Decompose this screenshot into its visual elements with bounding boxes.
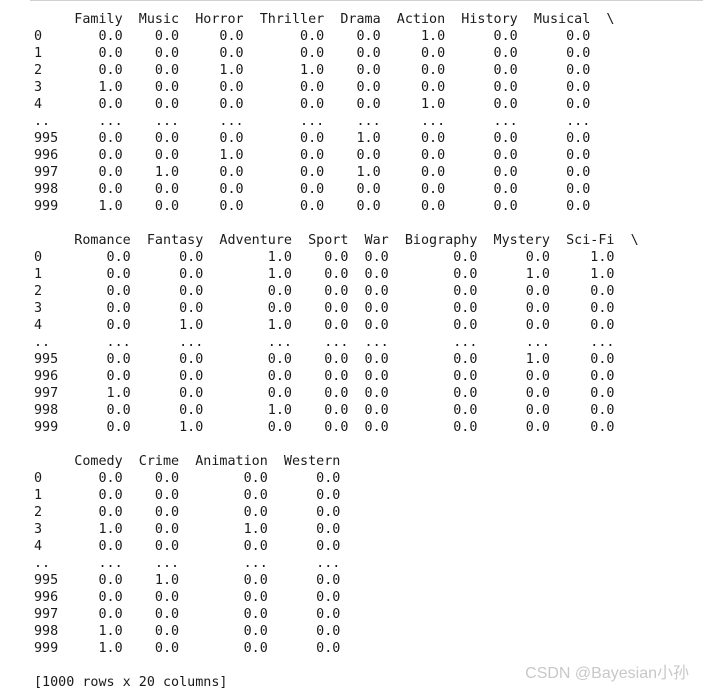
- table-row: 999 0.0 1.0 0.0 0.0 0.0 0.0 0.0 0.0: [34, 420, 615, 435]
- ellipsis-row: .. ... ... ... ... ... ... ... ...: [34, 335, 615, 350]
- table-row: 1 0.0 0.0 0.0 0.0: [34, 488, 341, 503]
- table-row: 996 0.0 0.0 0.0 0.0 0.0 0.0 0.0 0.0: [34, 369, 615, 384]
- block-spacer: [34, 436, 639, 453]
- table-row: 995 0.0 1.0 0.0 0.0: [34, 573, 341, 588]
- cell-top-border: [30, 0, 703, 5]
- table-row: 3 1.0 0.0 1.0 0.0: [34, 522, 341, 537]
- ellipsis-row: .. ... ... ... ...: [34, 556, 341, 571]
- table-row: 3 0.0 0.0 0.0 0.0 0.0 0.0 0.0 0.0: [34, 301, 615, 316]
- table-row: 997 0.0 1.0 0.0 0.0 1.0 0.0 0.0 0.0: [34, 165, 591, 180]
- header-row: Romance Fantasy Adventure Sport War Biog…: [34, 233, 639, 248]
- header-row: Family Music Horror Thriller Drama Actio…: [34, 12, 615, 27]
- table-row: 4 0.0 0.0 0.0 0.0: [34, 539, 341, 554]
- table-row: 995 0.0 0.0 0.0 0.0 1.0 0.0 0.0 0.0: [34, 131, 591, 146]
- table-row: 997 1.0 0.0 0.0 0.0 0.0 0.0 0.0 0.0: [34, 386, 615, 401]
- output-block-1: Family Music Horror Thriller Drama Actio…: [34, 11, 639, 215]
- watermark: CSDN @Bayesian小孙: [525, 665, 689, 682]
- table-row: 998 0.0 0.0 0.0 0.0 0.0 0.0 0.0 0.0: [34, 182, 591, 197]
- table-row: 2 0.0 0.0 1.0 1.0 0.0 0.0 0.0 0.0: [34, 63, 591, 78]
- table-row: 997 0.0 0.0 0.0 0.0: [34, 607, 341, 622]
- output-block-2: Romance Fantasy Adventure Sport War Biog…: [34, 232, 639, 436]
- table-row: 996 0.0 0.0 0.0 0.0: [34, 590, 341, 605]
- ellipsis-row: .. ... ... ... ... ... ... ... ...: [34, 114, 591, 129]
- table-row: 998 1.0 0.0 0.0 0.0: [34, 624, 341, 639]
- table-row: 1 0.0 0.0 0.0 0.0 0.0 0.0 0.0 0.0: [34, 46, 591, 61]
- table-row: 4 0.0 0.0 0.0 0.0 0.0 1.0 0.0 0.0: [34, 97, 591, 112]
- table-row: 995 0.0 0.0 0.0 0.0 0.0 0.0 1.0 0.0: [34, 352, 615, 367]
- table-row: 998 0.0 0.0 1.0 0.0 0.0 0.0 0.0 0.0: [34, 403, 615, 418]
- header-row: Comedy Crime Animation Western: [34, 454, 341, 469]
- table-row: 999 1.0 0.0 0.0 0.0: [34, 641, 341, 656]
- dataframe-output: Family Music Horror Thriller Drama Actio…: [34, 11, 639, 657]
- dataframe-shape-summary: [1000 rows x 20 columns]: [34, 675, 228, 690]
- table-row: 0 0.0 0.0 0.0 0.0: [34, 471, 341, 486]
- table-row: 2 0.0 0.0 0.0 0.0 0.0 0.0 0.0 0.0: [34, 284, 615, 299]
- block-spacer: [34, 215, 639, 232]
- table-row: 0 0.0 0.0 1.0 0.0 0.0 0.0 0.0 1.0: [34, 250, 615, 265]
- table-row: 996 0.0 0.0 1.0 0.0 0.0 0.0 0.0 0.0: [34, 148, 591, 163]
- table-row: 3 1.0 0.0 0.0 0.0 0.0 0.0 0.0 0.0: [34, 80, 591, 95]
- table-row: 2 0.0 0.0 0.0 0.0: [34, 505, 341, 520]
- table-row: 4 0.0 1.0 1.0 0.0 0.0 0.0 0.0 0.0: [34, 318, 615, 333]
- table-row: 999 1.0 0.0 0.0 0.0 0.0 0.0 0.0 0.0: [34, 199, 591, 214]
- table-row: 0 0.0 0.0 0.0 0.0 0.0 1.0 0.0 0.0: [34, 29, 591, 44]
- output-block-3: Comedy Crime Animation Western 0 0.0 0.0 …: [34, 453, 639, 657]
- table-row: 1 0.0 0.0 1.0 0.0 0.0 0.0 1.0 1.0: [34, 267, 615, 282]
